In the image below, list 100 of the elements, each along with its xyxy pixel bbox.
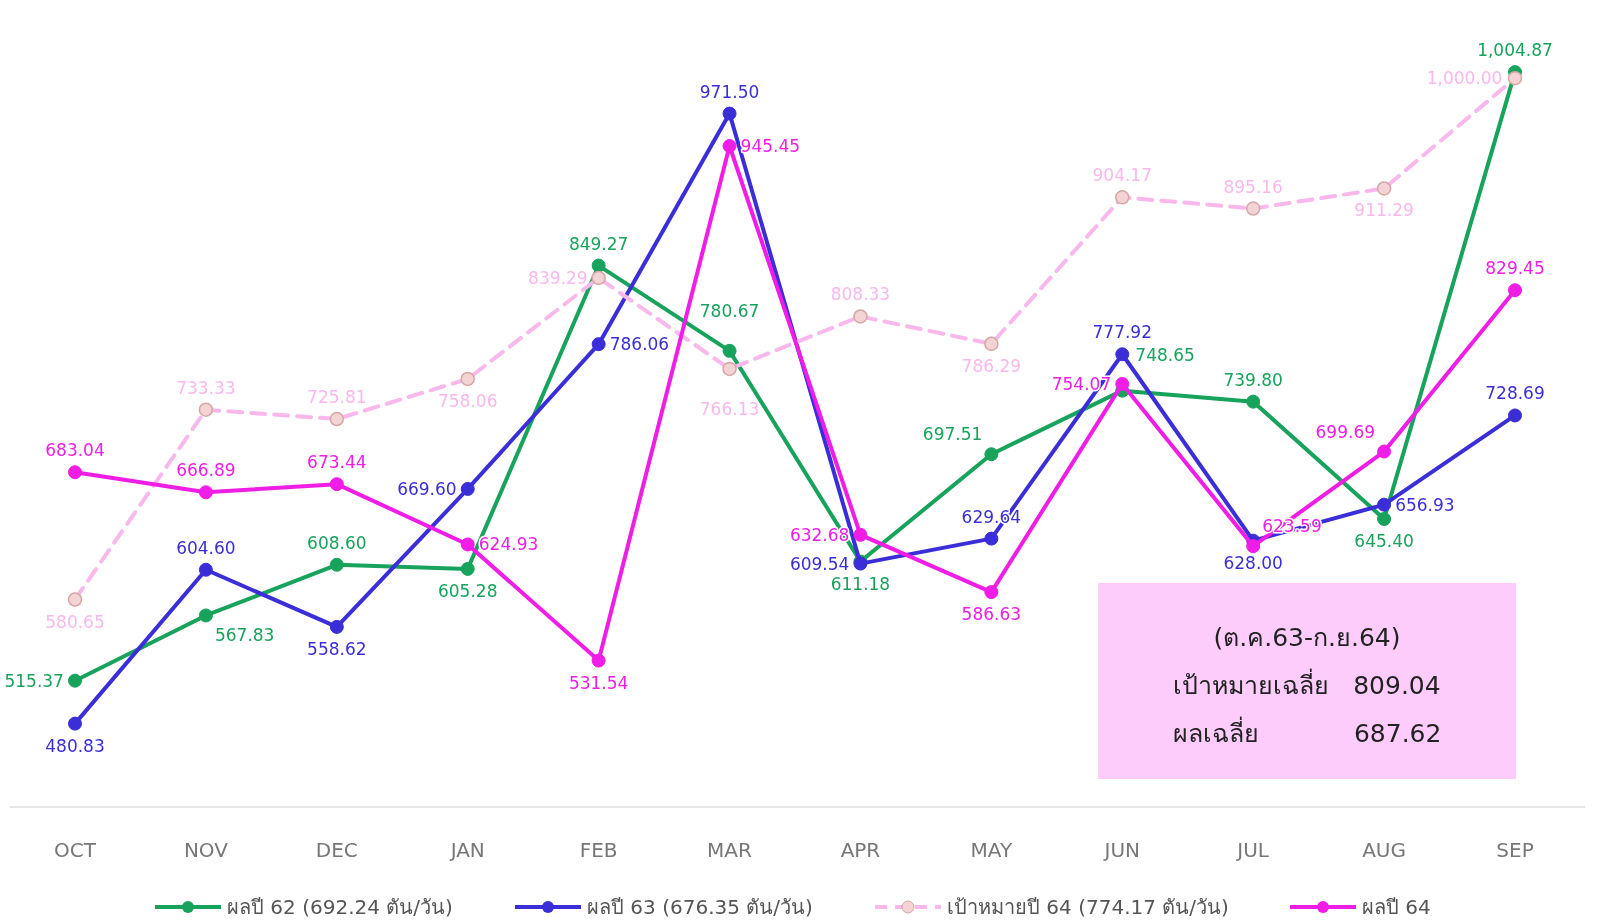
point <box>68 716 82 731</box>
data-label: 531.54 <box>568 672 629 693</box>
legend-label: ผลปี 64 <box>1362 895 1431 919</box>
data-label: 780.67 <box>699 300 760 321</box>
data-label: 725.81 <box>307 387 367 408</box>
data-label: 628.00 <box>1223 552 1283 573</box>
x-tick-label: FEB <box>579 838 618 862</box>
data-label: 683.04 <box>45 440 105 461</box>
data-label: 748.65 <box>1135 344 1195 365</box>
data-label: 849.27 <box>568 233 629 254</box>
data-label: 604.60 <box>176 537 236 558</box>
x-tick-label: JAN <box>448 838 485 862</box>
data-label: 758.06 <box>438 390 498 411</box>
data-label: 669.60 <box>397 478 457 499</box>
point <box>722 343 737 358</box>
data-label: 808.33 <box>830 284 891 305</box>
data-label: 839.29 <box>528 267 588 288</box>
picture-note-box: (ต.ค.63-ก.ย.64) เป้าหมายเฉลี่ย 809.04 ผลเฉลี่ย 687.62 <box>1098 583 1516 779</box>
point <box>460 481 475 496</box>
data-label: 515.37 <box>4 670 64 691</box>
point <box>591 653 606 668</box>
point <box>984 336 999 352</box>
point <box>1246 394 1261 409</box>
data-label: 697.51 <box>922 424 983 445</box>
point <box>1115 190 1130 205</box>
data-label: 1,000.00 <box>1426 68 1503 89</box>
data-label: 829.45 <box>1485 258 1545 279</box>
data-label: 904.17 <box>1092 165 1152 186</box>
point <box>460 561 475 576</box>
data-label: 624.93 <box>478 534 539 555</box>
data-label: 656.93 <box>1395 494 1455 515</box>
x-tick-label: OCT <box>54 838 97 862</box>
data-label: 558.62 <box>307 638 367 659</box>
data-label: 911.29 <box>1354 200 1414 221</box>
x-tick-label: SEP <box>1496 838 1534 862</box>
data-label: 480.83 <box>45 735 105 756</box>
data-label: 609.54 <box>789 553 850 574</box>
point <box>67 592 83 607</box>
point <box>591 270 606 286</box>
point <box>722 361 737 377</box>
data-label: 766.13 <box>699 398 760 419</box>
data-label: 605.28 <box>438 580 498 601</box>
point <box>1508 283 1522 298</box>
data-label: 586.63 <box>961 604 1022 625</box>
x-tick-label: AUG <box>1362 838 1407 862</box>
x-tick-label: NOV <box>183 838 229 862</box>
point <box>984 585 999 600</box>
legend-label: เป้าหมายปี 64 (774.17 ตัน/วัน) <box>947 895 1229 919</box>
annotation: (ต.ค.63-ก.ย.64) <box>1213 623 1401 652</box>
point <box>198 562 213 577</box>
data-label: 580.65 <box>45 611 105 632</box>
data-label: 895.16 <box>1223 176 1283 197</box>
data-label: 673.44 <box>307 452 367 473</box>
point <box>1377 497 1392 512</box>
point <box>68 673 82 688</box>
data-label: 786.29 <box>961 355 1022 376</box>
data-label: 728.69 <box>1485 383 1545 404</box>
data-label: 666.89 <box>176 460 236 481</box>
point <box>853 527 868 542</box>
x-tick-label: MAY <box>970 838 1013 862</box>
data-label: 733.33 <box>176 377 236 398</box>
point <box>722 106 737 121</box>
point <box>1507 70 1523 86</box>
point <box>460 537 475 552</box>
data-label: 611.18 <box>830 573 891 594</box>
data-label: 645.40 <box>1354 531 1414 551</box>
legend-label: ผลปี 62 (692.24 ตัน/วัน) <box>227 895 453 919</box>
data-label: 945.45 <box>740 136 801 156</box>
point <box>329 411 345 427</box>
annotation: ผลเฉลี่ย 687.62 <box>1172 716 1442 748</box>
point <box>591 337 606 352</box>
data-label: 786.06 <box>609 334 670 355</box>
point <box>1115 376 1130 391</box>
data-label: 739.80 <box>1223 369 1283 390</box>
point <box>1377 444 1392 459</box>
point <box>68 465 82 480</box>
data-label: 567.83 <box>214 625 275 646</box>
point <box>198 608 213 623</box>
x-tick-label: DEC <box>315 838 358 862</box>
legend-label: ผลปี 63 (676.35 ตัน/วัน) <box>587 895 813 919</box>
data-label: 971.50 <box>699 81 760 102</box>
point <box>722 138 737 153</box>
x-tick-label: APR <box>840 838 881 862</box>
point <box>460 371 475 387</box>
data-label: 777.92 <box>1092 322 1152 343</box>
x-tick-label: MAR <box>707 838 753 862</box>
point <box>329 619 344 634</box>
point <box>198 485 213 500</box>
point <box>1246 539 1261 554</box>
point <box>329 557 344 572</box>
annotation: เป้าหมายเฉลี่ย 809.04 <box>1173 668 1441 700</box>
data-label: 1,004.87 <box>1477 40 1553 61</box>
point <box>1376 181 1392 196</box>
point <box>1245 201 1261 216</box>
point <box>853 309 868 324</box>
point <box>1115 347 1130 362</box>
point <box>329 477 344 492</box>
data-label: 699.69 <box>1315 421 1376 442</box>
point <box>1377 512 1392 527</box>
x-tick-label: JUL <box>1235 838 1270 862</box>
